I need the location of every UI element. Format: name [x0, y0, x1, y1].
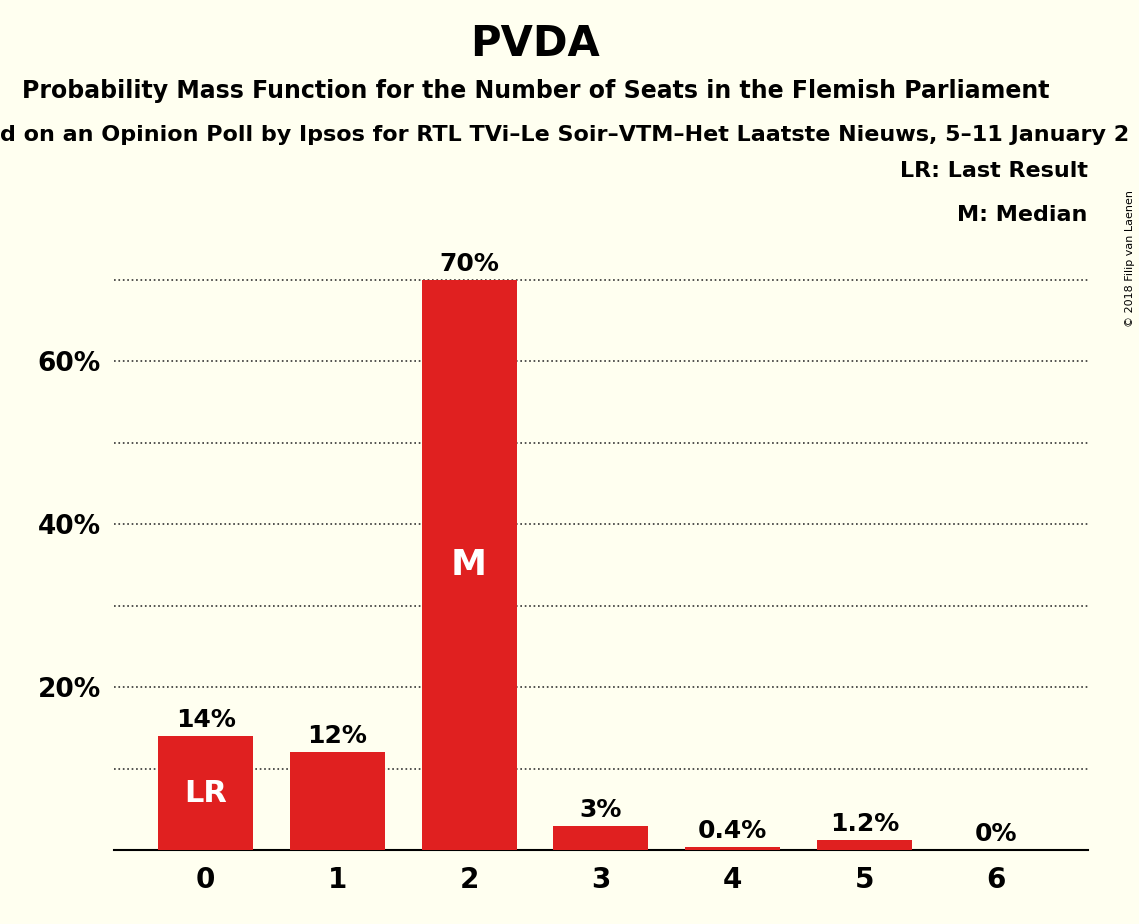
Bar — [421, 280, 516, 850]
Bar — [554, 826, 648, 850]
Bar — [817, 840, 911, 850]
Bar — [158, 736, 253, 850]
Text: 70%: 70% — [440, 252, 499, 275]
Text: 0%: 0% — [975, 822, 1017, 846]
Bar — [686, 846, 780, 850]
Text: © 2018 Filip van Laenen: © 2018 Filip van Laenen — [1125, 190, 1134, 327]
Bar — [290, 752, 385, 850]
Text: M: Median: M: Median — [958, 205, 1088, 225]
Text: 0.4%: 0.4% — [698, 819, 768, 843]
Text: LR: LR — [185, 779, 227, 808]
Text: LR: Last Result: LR: Last Result — [900, 162, 1088, 181]
Text: 3%: 3% — [580, 797, 622, 821]
Text: PVDA: PVDA — [470, 23, 600, 65]
Text: 14%: 14% — [175, 708, 236, 732]
Text: 1.2%: 1.2% — [829, 812, 899, 836]
Text: d on an Opinion Poll by Ipsos for RTL TVi–Le Soir–VTM–Het Laatste Nieuws, 5–11 J: d on an Opinion Poll by Ipsos for RTL TV… — [0, 125, 1129, 145]
Text: Probability Mass Function for the Number of Seats in the Flemish Parliament: Probability Mass Function for the Number… — [22, 79, 1049, 103]
Text: 12%: 12% — [308, 724, 367, 748]
Text: M: M — [451, 548, 487, 582]
